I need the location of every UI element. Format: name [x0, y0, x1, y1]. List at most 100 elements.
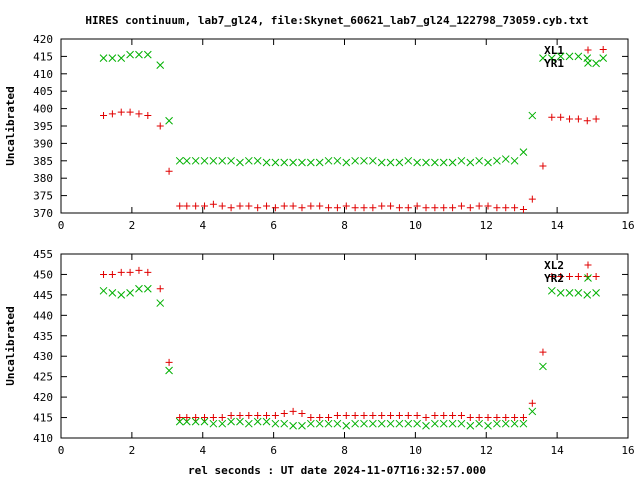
y-tick-label: 450 — [33, 268, 53, 281]
data-point-XL2 — [333, 412, 341, 420]
legend-marker — [584, 59, 592, 67]
data-point-YR2 — [539, 362, 547, 371]
x-tick-label: 16 — [621, 219, 634, 232]
data-point-XL1 — [289, 202, 297, 210]
data-point-YR2 — [271, 419, 280, 428]
data-point-YR2 — [156, 299, 165, 307]
data-point-YR2 — [244, 419, 253, 428]
data-point-YR2 — [280, 419, 289, 428]
data-point-YR2 — [583, 291, 592, 299]
data-point-YR1 — [547, 54, 556, 62]
data-point-YR1 — [599, 54, 608, 62]
data-point-XL1 — [475, 202, 483, 210]
y-tick-label: 375 — [33, 190, 53, 203]
data-point-YR2 — [404, 419, 413, 428]
data-point-YR1 — [565, 52, 574, 61]
data-point-XL1 — [307, 202, 315, 210]
data-point-XL2 — [351, 412, 359, 420]
data-point-YR2 — [289, 421, 297, 430]
data-point-XL1 — [280, 202, 288, 210]
data-point-YR1 — [182, 156, 191, 165]
data-point-XL1 — [144, 112, 152, 120]
data-point-YR1 — [484, 158, 492, 167]
data-point-XL2 — [557, 272, 565, 280]
y-tick-label: 380 — [33, 172, 53, 185]
data-point-XL2 — [298, 409, 306, 417]
data-point-XL1 — [325, 204, 333, 212]
y-tick-label: 440 — [33, 309, 53, 322]
data-point-YR1 — [448, 158, 457, 167]
data-point-YR2 — [528, 407, 537, 416]
data-point-XL1 — [263, 202, 271, 210]
data-point-YR2 — [200, 417, 209, 426]
series-XL2 — [100, 266, 600, 422]
data-point-YR1 — [422, 158, 430, 167]
data-point-YR1 — [431, 158, 439, 167]
data-point-XL2 — [342, 412, 350, 420]
data-point-XL2 — [316, 414, 324, 422]
data-point-YR1 — [191, 156, 200, 165]
data-point-YR2 — [108, 288, 117, 297]
data-point-YR2 — [143, 284, 152, 293]
data-point-XL1 — [387, 202, 395, 210]
data-point-XL2 — [183, 414, 191, 422]
data-point-XL2 — [387, 412, 395, 420]
data-point-YR1 — [519, 148, 528, 156]
data-point-YR1 — [156, 61, 165, 69]
data-point-YR2 — [547, 286, 556, 295]
data-point-XL2 — [404, 412, 412, 420]
data-point-YR2 — [368, 419, 377, 428]
data-point-YR2 — [386, 419, 395, 428]
data-point-XL2 — [201, 414, 209, 422]
data-point-YR1 — [126, 50, 134, 59]
data-point-YR2 — [175, 417, 184, 426]
data-point-XL1 — [592, 115, 600, 123]
data-point-XL1 — [466, 204, 474, 212]
data-point-XL2 — [280, 409, 288, 417]
y-tick-label: 395 — [33, 120, 53, 133]
data-point-YR1 — [351, 156, 359, 165]
data-point-YR2 — [592, 288, 600, 297]
data-point-YR1 — [244, 156, 253, 165]
data-point-XL1 — [519, 206, 527, 214]
data-point-XL1 — [165, 167, 173, 175]
plot-frame — [60, 38, 629, 214]
data-point-XL2 — [475, 414, 483, 422]
data-point-XL1 — [493, 204, 501, 212]
data-point-XL2 — [144, 268, 152, 276]
data-point-YR2 — [218, 419, 227, 428]
data-point-XL1 — [548, 113, 556, 121]
data-point-XL2 — [511, 414, 519, 422]
x-tick-label: 10 — [409, 219, 422, 232]
data-point-YR2 — [351, 419, 359, 428]
y-tick-label: 385 — [33, 155, 53, 168]
data-point-XL1 — [369, 204, 377, 212]
data-point-XL1 — [511, 204, 519, 212]
data-point-XL2 — [176, 414, 184, 422]
data-point-YR1 — [262, 158, 271, 167]
x-tick-label: 6 — [270, 219, 277, 232]
x-tick-label: 4 — [199, 219, 206, 232]
data-point-XL1 — [599, 45, 607, 53]
data-point-XL1 — [108, 110, 116, 118]
data-point-XL1 — [574, 115, 582, 123]
x-tick-label: 12 — [480, 444, 493, 457]
legend-label: YR2 — [544, 272, 564, 285]
data-point-XL1 — [117, 108, 125, 116]
x-tick-label: 4 — [199, 444, 206, 457]
legend-marker — [584, 274, 592, 282]
data-point-YR2 — [510, 419, 519, 428]
data-point-YR2 — [413, 419, 422, 428]
data-point-XL2 — [108, 270, 116, 278]
data-point-XL2 — [592, 272, 600, 280]
y-tick-label: 420 — [33, 391, 53, 404]
data-point-XL1 — [271, 204, 279, 212]
data-point-XL1 — [566, 115, 574, 123]
data-point-YR1 — [306, 158, 315, 167]
data-point-XL1 — [254, 204, 262, 212]
data-point-XL2 — [548, 272, 556, 280]
data-point-YR2 — [209, 419, 218, 428]
data-point-YR2 — [448, 419, 457, 428]
data-point-YR1 — [200, 156, 209, 165]
